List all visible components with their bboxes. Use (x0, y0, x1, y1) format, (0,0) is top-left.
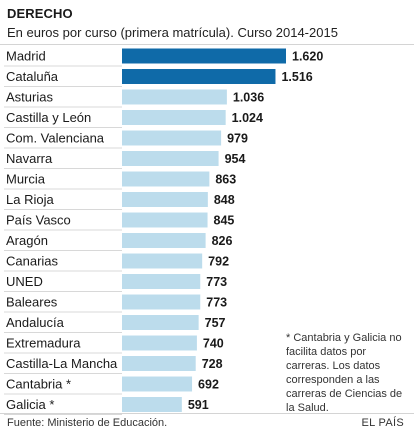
bar-andalucía (122, 315, 199, 330)
category-label: Aragón (6, 233, 48, 248)
bar-cantabria (122, 376, 193, 392)
value-label: 757 (205, 316, 226, 330)
value-label: 692 (198, 378, 219, 392)
value-label: 845 (214, 214, 235, 228)
bar-país-vasco (122, 212, 208, 228)
category-label: Com. Valenciana (6, 131, 105, 146)
value-label: 863 (215, 173, 236, 187)
value-label: 848 (214, 193, 235, 207)
category-label: Andalucía (6, 315, 65, 330)
value-label: 1.036 (233, 91, 264, 105)
bar-la-rioja (122, 192, 208, 207)
bar-com-valenciana (122, 130, 222, 146)
value-label: 954 (225, 152, 246, 166)
value-label: 826 (212, 234, 233, 248)
source-note: Fuente: Ministerio de Educación. (7, 417, 168, 429)
bottom-divider (0, 413, 414, 414)
chart-title: DERECHO (7, 6, 73, 21)
bar-asturias (122, 89, 227, 105)
bar-castilla-y-león (122, 110, 226, 125)
value-label: 773 (206, 296, 227, 310)
bar-navarra (122, 151, 219, 166)
bar-aragón (122, 233, 206, 248)
category-label: Extremadura (6, 336, 81, 351)
top-divider (0, 44, 414, 45)
value-label: 1.516 (281, 70, 312, 84)
value-label: 728 (202, 357, 223, 371)
bar-canarias (122, 253, 203, 269)
value-label: 740 (203, 337, 224, 351)
category-label: Galicia * (6, 397, 54, 412)
value-label: 1.620 (292, 50, 323, 64)
chart-subtitle: En euros por curso (primera matrícula). … (7, 25, 338, 40)
bar-galicia (122, 397, 182, 412)
bar-cataluña (122, 69, 276, 84)
category-label: La Rioja (6, 192, 54, 207)
category-label: Cataluña (6, 69, 59, 84)
category-label: Canarias (6, 254, 59, 269)
category-label: Castilla y León (6, 110, 91, 125)
bar-castilla-la-mancha (122, 356, 196, 371)
category-label: UNED (6, 274, 43, 289)
value-label: 979 (227, 132, 248, 146)
bar-murcia (122, 171, 210, 187)
category-label: Cantabria * (6, 377, 71, 392)
category-label: Madrid (6, 49, 46, 64)
brand-logo: EL PAÍS (361, 417, 404, 429)
bar-madrid (122, 48, 286, 64)
bar-extremadura (122, 335, 197, 351)
category-label: Asturias (6, 90, 53, 105)
category-label: País Vasco (6, 213, 71, 228)
bar-baleares (122, 294, 201, 310)
category-label: Murcia (6, 172, 46, 187)
value-label: 792 (208, 255, 229, 269)
bar-uned (122, 274, 201, 289)
category-label: Baleares (6, 295, 58, 310)
value-label: 591 (188, 398, 209, 412)
category-label: Navarra (6, 151, 53, 166)
category-label: Castilla-La Mancha (6, 356, 118, 371)
value-label: 1.024 (232, 111, 263, 125)
value-label: 773 (206, 275, 227, 289)
footnote: * Cantabria y Galicia no facilita datos … (286, 332, 403, 414)
